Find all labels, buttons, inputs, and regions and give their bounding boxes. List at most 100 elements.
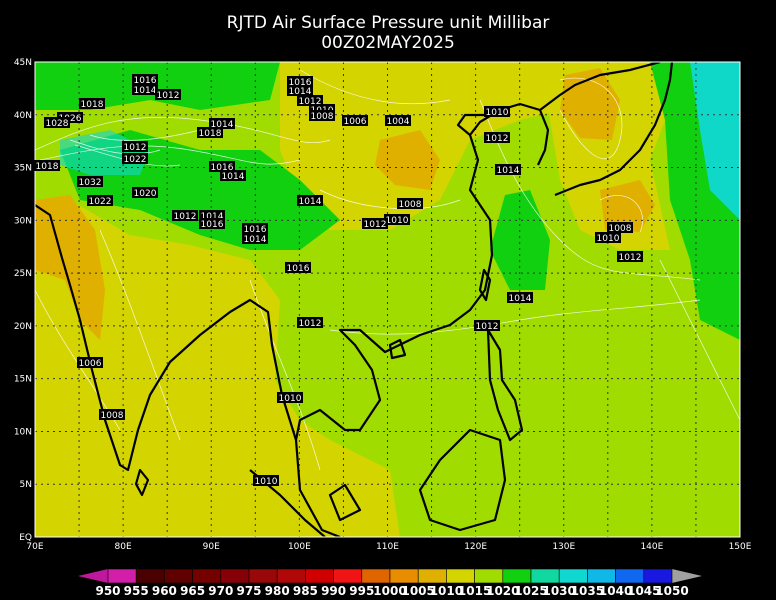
colorbar-swatch (502, 568, 532, 584)
contour-label: 1028 (46, 119, 69, 129)
colorbar-swatch (417, 568, 447, 584)
contour-label-box (617, 251, 643, 262)
contour-label: 1014 (509, 294, 532, 304)
field-cyan-east (690, 62, 740, 220)
contour-label-box (242, 233, 268, 244)
colorbar-label: 990 (321, 584, 346, 598)
field-green-taiwan (490, 190, 550, 290)
colorbar-label: 970 (208, 584, 233, 598)
contour-label-box (172, 210, 198, 221)
contour-label-box (132, 74, 158, 85)
contour-label-box (309, 104, 335, 115)
contour-label: 1016 (287, 264, 310, 274)
contour-label: 1012 (299, 319, 322, 329)
contour-label: 1016 (201, 220, 224, 230)
colorbar-label: 1045 (627, 584, 660, 598)
contour-label-box (77, 357, 103, 368)
contour-label-box (507, 292, 533, 303)
contour-label: 1006 (344, 117, 367, 127)
contour-label-box (495, 164, 521, 175)
contour-label: 1018 (81, 100, 104, 110)
contour-label: 1022 (89, 197, 112, 207)
contour-label-box (132, 84, 158, 95)
contour-label-box (607, 222, 633, 233)
colorbar-swatch (587, 568, 616, 584)
colorbar-label: 960 (152, 584, 177, 598)
contour-label-box (77, 176, 103, 187)
lon-label: 150E (729, 542, 752, 552)
contour-label: 1006 (79, 359, 102, 369)
colorbar-swatch (530, 568, 560, 584)
contour-label-box (122, 153, 148, 164)
contour-label: 1016 (244, 225, 267, 235)
contour-label-box (287, 85, 313, 96)
colorbar-label: 1025 (514, 584, 547, 598)
lat-label: 15N (14, 375, 32, 385)
colorbar-label: 955 (124, 584, 149, 598)
contour-label-box (79, 98, 105, 109)
contour-label-box (122, 141, 148, 152)
contour-label-box (397, 198, 423, 209)
contour-label: 1014 (244, 235, 267, 245)
lon-label: 80E (115, 542, 132, 552)
contour-label-box (155, 89, 181, 100)
contour-label-box (220, 170, 246, 181)
colorbar-label: 950 (95, 584, 120, 598)
field-yellow-south (35, 200, 400, 537)
contour-label-box (199, 218, 225, 229)
colorbar-label: 975 (236, 584, 261, 598)
contour-label-box (484, 106, 510, 117)
contour-label: 1012 (486, 134, 509, 144)
contour-label: 1008 (311, 112, 334, 122)
colorbar-label: 1050 (655, 584, 688, 598)
contour-label: 1010 (255, 477, 278, 487)
contour-label-box (253, 475, 279, 486)
contour-label-box (484, 132, 510, 143)
contour-label: 1012 (157, 91, 180, 101)
contour-label: 1010 (279, 394, 302, 404)
contour-label-box (595, 232, 621, 243)
contour-label: 1008 (101, 411, 124, 421)
colorbar-label: 995 (349, 584, 374, 598)
contour-label: 1018 (36, 162, 59, 172)
contour-label: 1010 (597, 234, 620, 244)
contour-label: 1022 (124, 155, 147, 165)
colorbar-label: 1040 (599, 584, 632, 598)
axes: 70E 80E 90E 100E 110E 120E 130E 140E 150E 45N 40N 3… (14, 58, 752, 552)
contour-label: 1018 (199, 129, 222, 139)
colorbar-swatch (643, 568, 673, 584)
colorbar-under (78, 569, 108, 583)
contour-label-box (385, 115, 411, 126)
map-title: RJTD Air Surface Pressure unit Millibar (227, 13, 550, 33)
lon-label: 100E (288, 542, 311, 552)
colorbar-swatch (333, 568, 363, 584)
contour-label: 1014 (497, 166, 520, 176)
lat-label: 40N (14, 111, 32, 121)
contour-label-box (297, 195, 323, 206)
colorbar-label: 1030 (542, 584, 575, 598)
contour-label: 1008 (609, 224, 632, 234)
contour-label: 1008 (399, 200, 422, 210)
contour-label-box (87, 195, 113, 206)
contour-label-box (342, 115, 368, 126)
contour-label: 1026 (59, 114, 82, 124)
contour-label-box (199, 210, 225, 221)
contour-label: 1010 (386, 216, 409, 226)
lat-label: 20N (14, 322, 32, 332)
lon-label: 140E (640, 542, 663, 552)
colorbar-swatch (135, 568, 165, 584)
isobars (35, 69, 740, 471)
colorbar-swatch (192, 568, 222, 584)
colorbar-swatch (305, 568, 334, 584)
contour-label: 1016 (289, 78, 312, 88)
contour-label-box (285, 262, 311, 273)
field-orange-pacific (600, 180, 655, 232)
field-orange-china (375, 130, 440, 190)
map-frame (34, 61, 741, 538)
colorbar-over (672, 569, 702, 583)
contour-label-box (297, 95, 323, 106)
colorbar-swatch (474, 568, 504, 584)
colorbar-swatch (220, 568, 250, 584)
colorbar-swatch (164, 568, 193, 584)
